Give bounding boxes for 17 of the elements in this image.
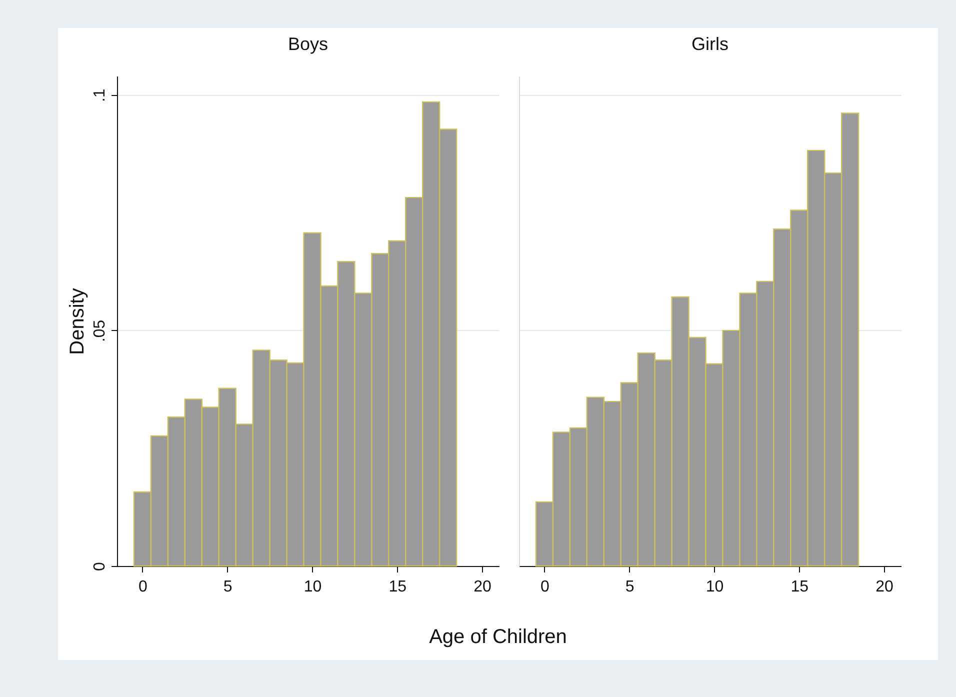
chart-title: Boys: [288, 34, 328, 54]
x-tick-label: 0: [540, 578, 550, 596]
y-tick-label: .05: [92, 320, 108, 342]
x-tick-label: 5: [625, 578, 634, 596]
x-tick-label: 5: [223, 578, 232, 596]
x-axis-title: Age of Children: [428, 626, 568, 649]
x-tick-label: 15: [790, 578, 809, 596]
y-tick-label: 0: [92, 562, 108, 571]
y-tick-label: .1: [92, 88, 108, 102]
chart-title: Girls: [692, 34, 728, 54]
y-axis-title: Density: [66, 288, 88, 355]
x-tick-label: 10: [304, 578, 322, 596]
x-tick-label: 0: [138, 578, 148, 596]
x-tick-label: 20: [474, 578, 492, 596]
x-tick-label: 10: [706, 578, 724, 596]
x-tick-label: 15: [388, 578, 407, 596]
x-tick-label: 20: [876, 578, 894, 596]
